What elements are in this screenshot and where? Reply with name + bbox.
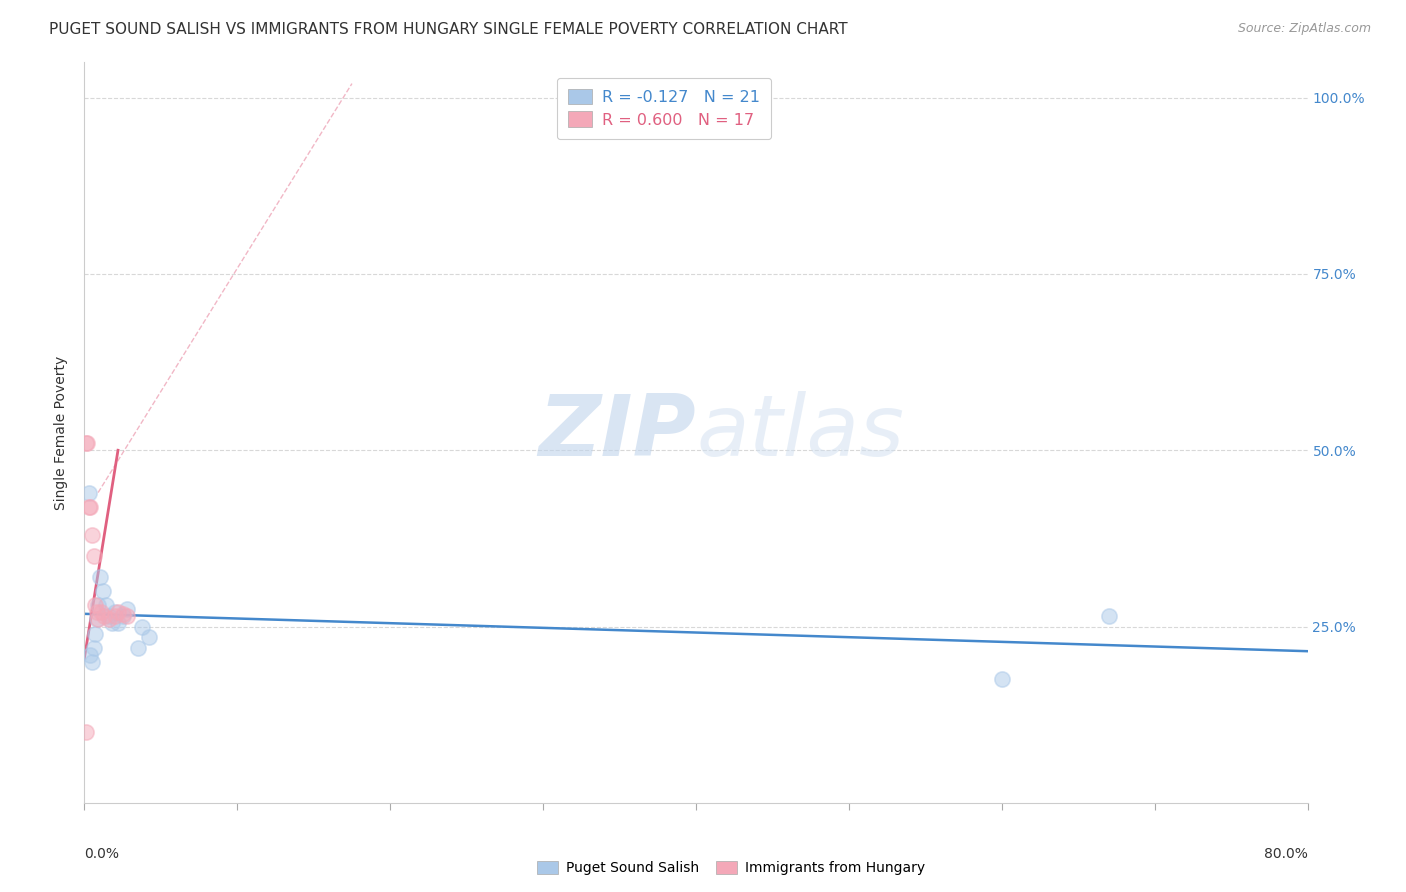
- Point: [75, 725, 97, 739]
- Legend: Puget Sound Salish, Immigrants from Hungary: Puget Sound Salish, Immigrants from Hung…: [531, 855, 931, 880]
- Point: [107, 615, 129, 630]
- Point: [75, 436, 97, 450]
- Point: [111, 609, 134, 624]
- Point: [87, 612, 110, 626]
- Text: atlas: atlas: [696, 391, 904, 475]
- Point: [138, 630, 160, 644]
- Point: [76, 436, 98, 450]
- Point: [1098, 609, 1121, 624]
- Point: [77, 500, 100, 514]
- Point: [97, 612, 120, 626]
- Point: [90, 606, 112, 620]
- Point: [91, 584, 114, 599]
- Point: [93, 609, 115, 624]
- Point: [131, 619, 153, 633]
- Point: [101, 615, 124, 630]
- Point: [94, 599, 117, 613]
- Text: 80.0%: 80.0%: [1264, 847, 1308, 861]
- Point: [79, 500, 101, 514]
- Point: [83, 549, 105, 563]
- Point: [127, 640, 149, 655]
- Point: [83, 640, 105, 655]
- Point: [86, 612, 108, 626]
- Point: [97, 609, 120, 624]
- Point: [115, 609, 138, 624]
- Point: [84, 599, 107, 613]
- Point: [79, 648, 101, 662]
- Point: [77, 485, 100, 500]
- Point: [107, 606, 129, 620]
- Text: Source: ZipAtlas.com: Source: ZipAtlas.com: [1237, 22, 1371, 36]
- Point: [111, 607, 134, 621]
- Text: 0.0%: 0.0%: [84, 847, 120, 861]
- Point: [86, 606, 108, 620]
- Point: [80, 528, 103, 542]
- Point: [89, 570, 111, 584]
- Point: [115, 602, 138, 616]
- Point: [104, 606, 127, 620]
- Legend: R = -0.127   N = 21, R = 0.600   N = 17: R = -0.127 N = 21, R = 0.600 N = 17: [557, 78, 770, 139]
- Text: ZIP: ZIP: [538, 391, 696, 475]
- Text: PUGET SOUND SALISH VS IMMIGRANTS FROM HUNGARY SINGLE FEMALE POVERTY CORRELATION : PUGET SOUND SALISH VS IMMIGRANTS FROM HU…: [49, 22, 848, 37]
- Point: [991, 673, 1014, 687]
- Point: [84, 626, 107, 640]
- Point: [104, 609, 127, 624]
- Point: [87, 599, 110, 613]
- Y-axis label: Single Female Poverty: Single Female Poverty: [55, 356, 69, 509]
- Point: [80, 655, 103, 669]
